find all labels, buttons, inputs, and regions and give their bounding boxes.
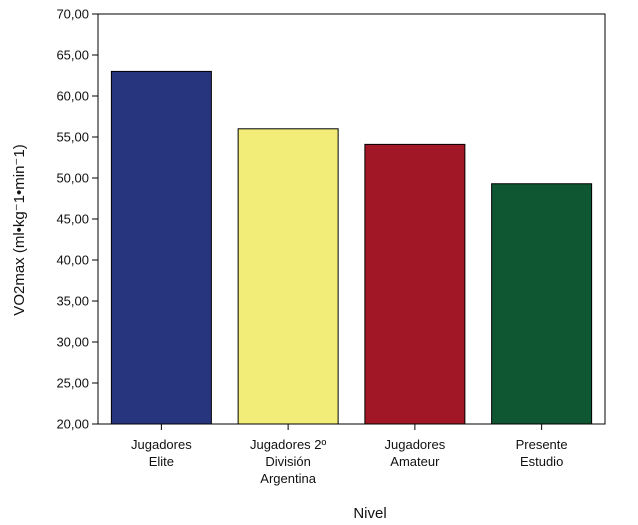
plot-area: 20,00 25,00 30,00 35,00 40,00 45,00 50,00 55,00…	[56, 7, 606, 486]
bar	[364, 143, 466, 425]
x-axis-title: Nivel	[353, 505, 386, 522]
bar	[491, 183, 593, 425]
y-tick-label: 50,00	[56, 171, 89, 186]
y-tick-label: 20,00	[56, 417, 89, 432]
bar	[110, 70, 212, 425]
y-tick-label: 40,00	[56, 253, 89, 268]
y-tick-label: 30,00	[56, 335, 89, 350]
y-tick-label: 25,00	[56, 376, 89, 391]
x-tick-label: Jugadores Elite	[131, 437, 192, 469]
bar	[237, 128, 339, 425]
y-tick-label: 45,00	[56, 212, 89, 227]
y-axis-title: VO2max (ml•kg⁻1•min⁻1)	[11, 144, 28, 315]
x-tick-label: Jugadores 2º División Argentina	[250, 437, 327, 486]
y-tick-label: 60,00	[56, 89, 89, 104]
y-tick-label: 35,00	[56, 294, 89, 309]
y-tick-label: 70,00	[56, 7, 89, 22]
y-tick-label: 65,00	[56, 48, 89, 63]
y-tick-label: 55,00	[56, 130, 89, 145]
x-tick-label: Jugadores Amateur	[385, 437, 446, 469]
x-tick-label: Presente Estudio	[516, 437, 568, 469]
